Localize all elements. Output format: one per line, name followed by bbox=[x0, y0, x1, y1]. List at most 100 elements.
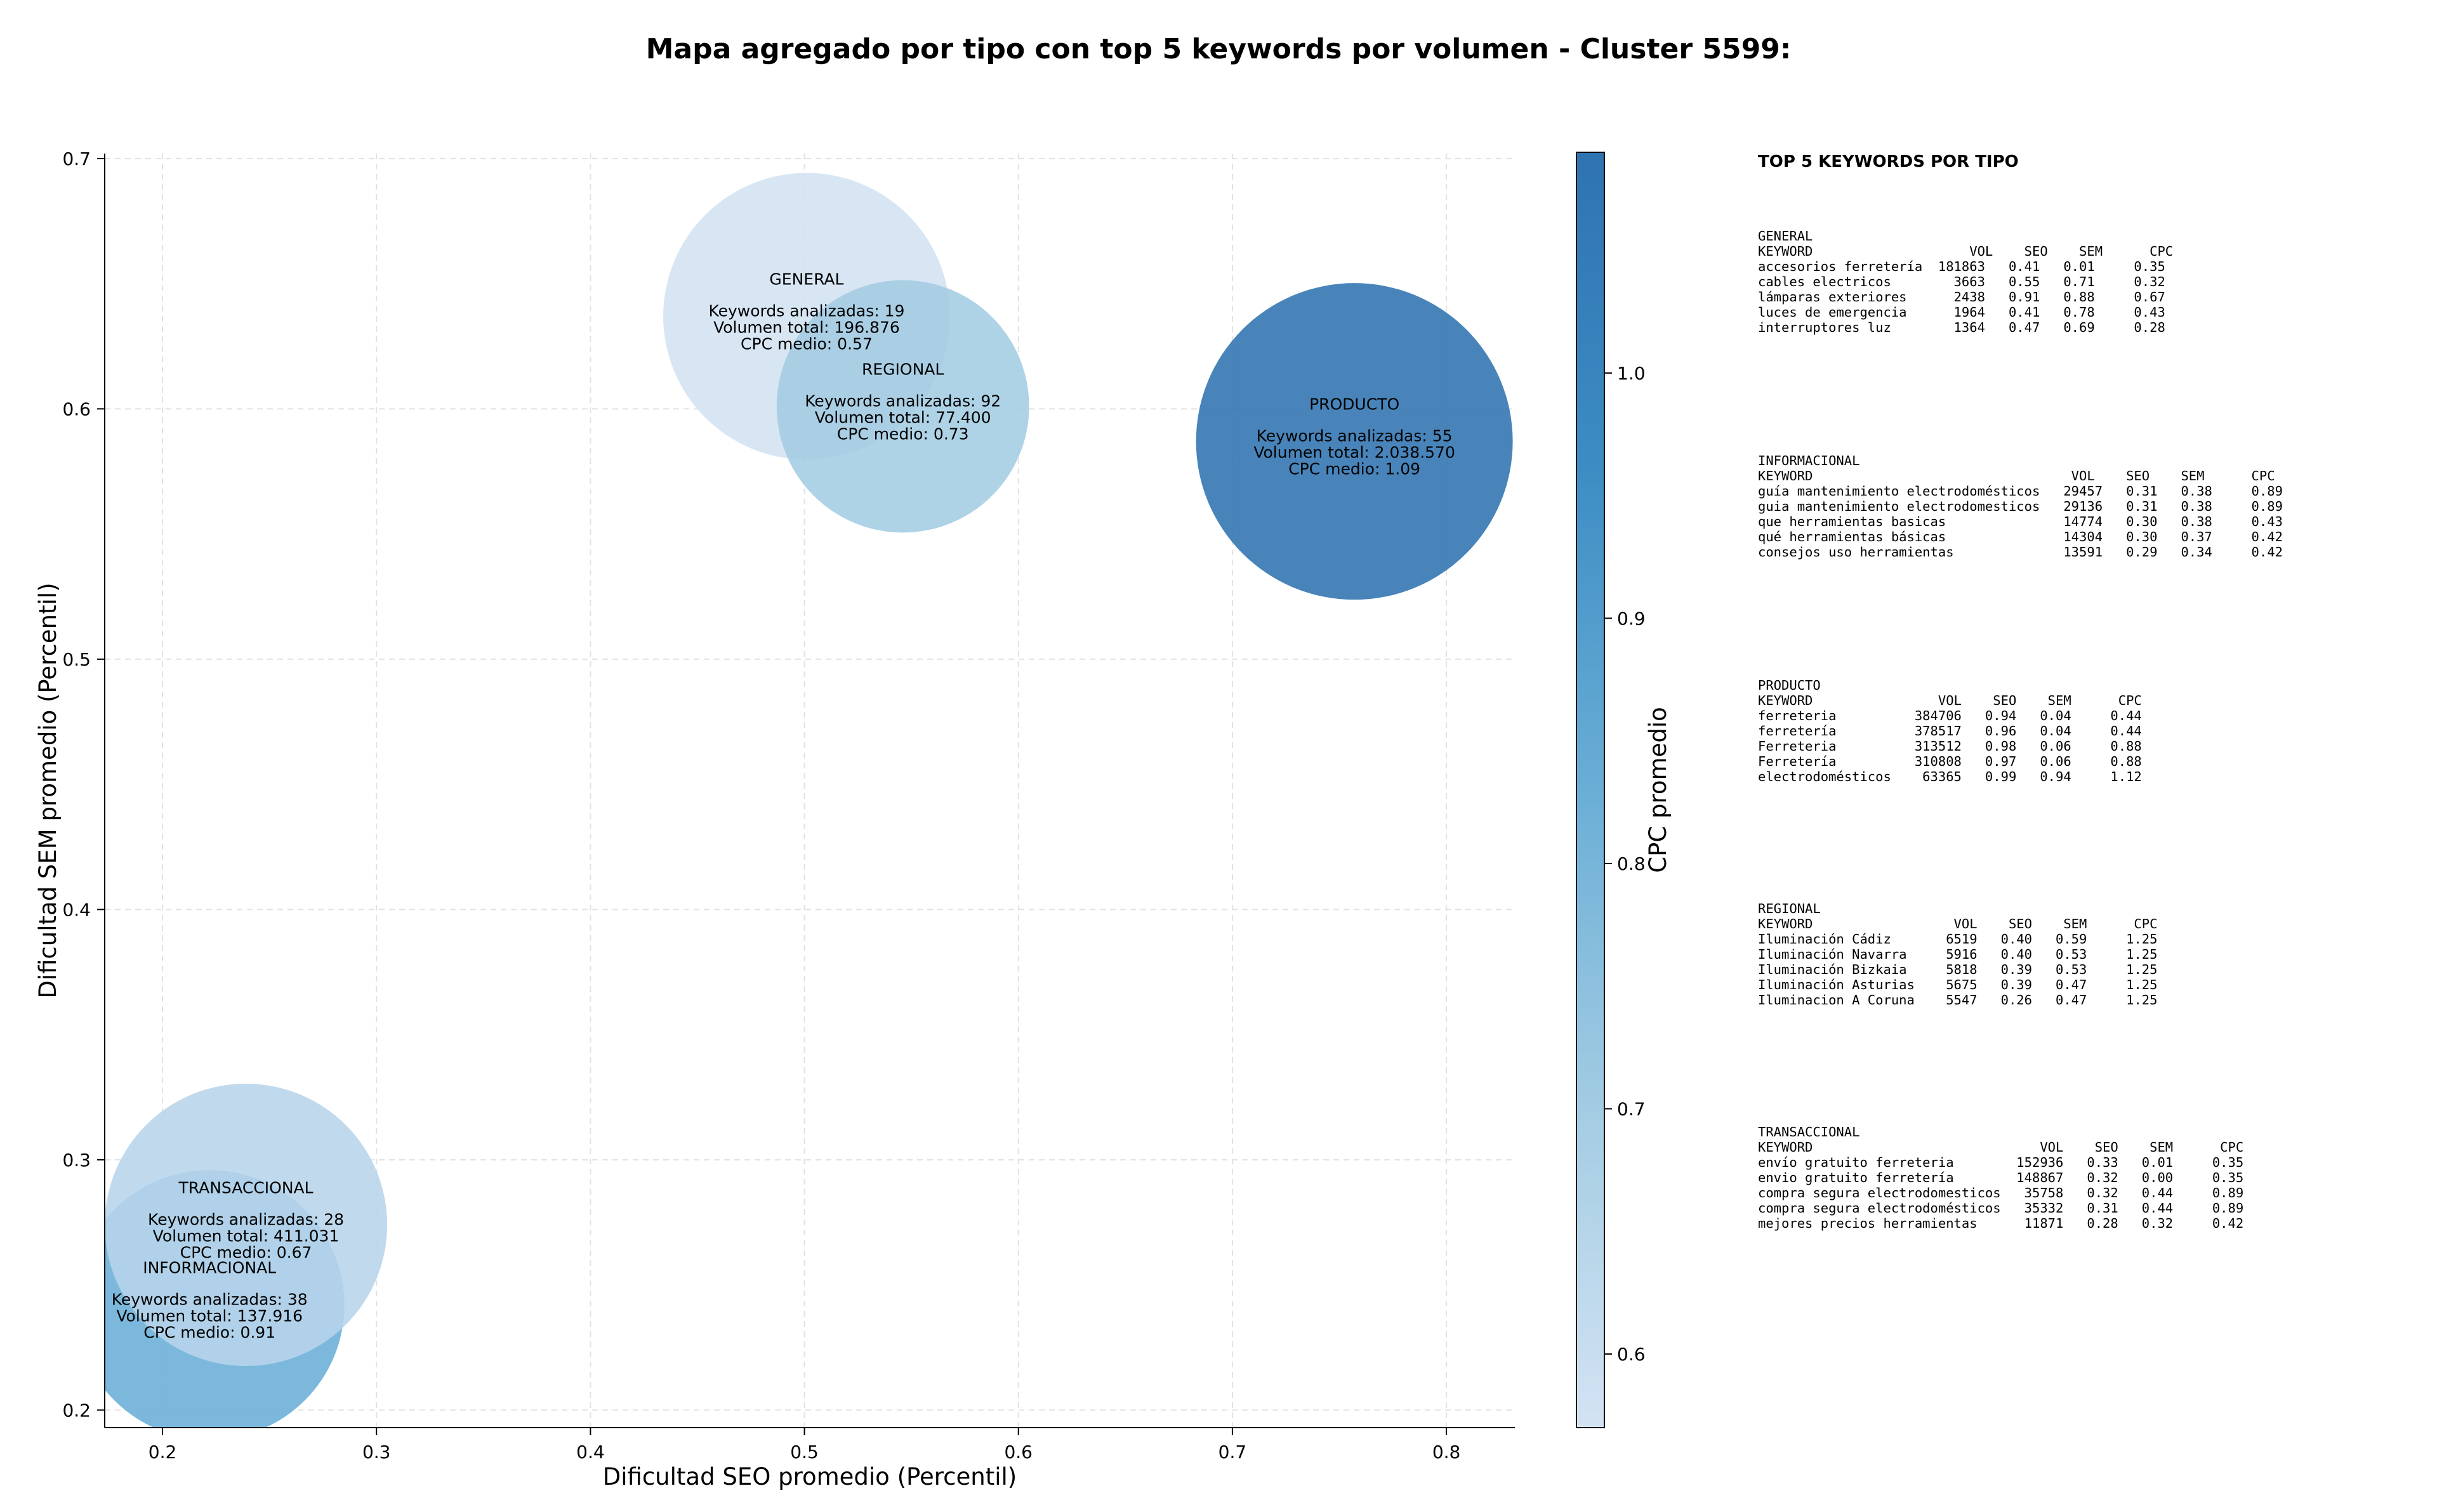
block-header: KEYWORD VOL SEO SEM CPC bbox=[1758, 244, 2174, 259]
bubble-regional bbox=[776, 280, 1029, 533]
block-title: INFORMACIONAL bbox=[1758, 453, 1860, 468]
bubble-label-informacional: INFORMACIONAL Keywords analizadas: 38Volu… bbox=[112, 1259, 308, 1342]
block-title: REGIONAL bbox=[1758, 901, 1821, 916]
bubble-name: GENERAL bbox=[769, 270, 843, 288]
bubble-stat: CPC medio: 0.73 bbox=[837, 424, 969, 443]
table-row: Iluminación Asturias 5675 0.39 0.47 1.25 bbox=[1758, 977, 2158, 992]
colorbar-tick-label: 0.7 bbox=[1617, 1099, 1646, 1120]
x-tick-label: 0.6 bbox=[1004, 1442, 1033, 1463]
bubble-name: TRANSACCIONAL bbox=[178, 1178, 313, 1197]
bubble-stat: Keywords analizadas: 19 bbox=[708, 301, 904, 320]
block-header: KEYWORD VOL SEO SEM CPC bbox=[1758, 1140, 2244, 1155]
x-tick-label: 0.5 bbox=[790, 1442, 819, 1463]
colorbar-tick-label: 1.0 bbox=[1617, 363, 1646, 384]
x-ticks: 0.2 0.3 0.4 0.5 0.6 0.7 0.8 bbox=[149, 1428, 1461, 1463]
x-axis-label: Dificultad SEO promedio (Percentil) bbox=[603, 1463, 1017, 1490]
table-row: envío gratuito ferreteria 152936 0.33 0.… bbox=[1758, 1155, 2244, 1170]
table-row: ferretería 378517 0.96 0.04 0.44 bbox=[1758, 723, 2142, 739]
chart-title: Mapa agregado por tipo con top 5 keyword… bbox=[645, 33, 1792, 65]
x-tick-label: 0.2 bbox=[149, 1442, 177, 1463]
keywords-block-informacional: INFORMACIONAL KEYWORD VOL SEO SEM CPC gu… bbox=[1758, 453, 2283, 560]
colorbar-ticks: 0.6 0.7 0.8 0.9 1.0 bbox=[1604, 363, 1646, 1365]
keywords-block-regional: REGIONAL KEYWORD VOL SEO SEM CPC Ilumina… bbox=[1758, 901, 2157, 1008]
bubble-stat: Keywords analizadas: 28 bbox=[148, 1210, 344, 1228]
colorbar-tick-label: 0.6 bbox=[1617, 1344, 1646, 1365]
bubble-stat: CPC medio: 0.57 bbox=[741, 334, 873, 353]
x-tick-label: 0.7 bbox=[1218, 1442, 1247, 1463]
table-row: Iluminación Bizkaia 5818 0.39 0.53 1.25 bbox=[1758, 962, 2158, 977]
block-title: GENERAL bbox=[1758, 228, 1813, 244]
y-ticks: 0.2 0.3 0.4 0.5 0.6 0.7 bbox=[62, 148, 105, 1421]
bubble-stat: Volumen total: 77.400 bbox=[815, 408, 991, 426]
table-row: que herramientas basicas 14774 0.30 0.38… bbox=[1758, 514, 2283, 529]
table-row: qué herramientas básicas 14304 0.30 0.37… bbox=[1758, 529, 2283, 544]
bubble-stat: Volumen total: 137.916 bbox=[116, 1307, 303, 1325]
table-row: Iluminación Navarra 5916 0.40 0.53 1.25 bbox=[1758, 947, 2158, 962]
x-tick-label: 0.4 bbox=[576, 1442, 605, 1463]
bubble-producto bbox=[1196, 283, 1513, 600]
table-row: lámparas exteriores 2438 0.91 0.88 0.67 bbox=[1758, 289, 2165, 305]
keywords-panel-heading: TOP 5 KEYWORDS POR TIPO bbox=[1758, 152, 2019, 171]
table-row: Iluminación Cádiz 6519 0.40 0.59 1.25 bbox=[1758, 931, 2158, 947]
table-row: mejores precios herramientas 11871 0.28 … bbox=[1758, 1216, 2244, 1231]
table-row: electrodomésticos 63365 0.99 0.94 1.12 bbox=[1758, 769, 2142, 784]
y-tick-label: 0.2 bbox=[62, 1400, 91, 1421]
colorbar: 0.6 0.7 0.8 0.9 1.0 CPC promedio bbox=[1576, 152, 1672, 1428]
bubble-label-transaccional: TRANSACCIONAL Keywords analizadas: 28Volu… bbox=[148, 1178, 344, 1261]
block-title: TRANSACCIONAL bbox=[1758, 1124, 1860, 1140]
bubble-stat: CPC medio: 0.91 bbox=[143, 1324, 275, 1342]
bubble-stat: Keywords analizadas: 92 bbox=[805, 391, 1001, 410]
table-row: cables electricos 3663 0.55 0.71 0.32 bbox=[1758, 274, 2165, 289]
bubble-stat: CPC medio: 0.67 bbox=[180, 1243, 312, 1261]
y-tick-label: 0.7 bbox=[62, 148, 91, 169]
table-row: consejos uso herramientas 13591 0.29 0.3… bbox=[1758, 544, 2283, 560]
bubble-stat: Volumen total: 2.038.570 bbox=[1253, 444, 1455, 462]
table-row: interruptores luz 1364 0.47 0.69 0.28 bbox=[1758, 320, 2165, 335]
block-header: KEYWORD VOL SEO SEM CPC bbox=[1758, 693, 2142, 708]
bubble-name: PRODUCTO bbox=[1309, 395, 1399, 414]
colorbar-gradient bbox=[1576, 152, 1605, 1428]
colorbar-tick-label: 0.9 bbox=[1617, 608, 1646, 629]
bubble-name: INFORMACIONAL bbox=[143, 1259, 276, 1277]
x-tick-label: 0.3 bbox=[362, 1442, 391, 1463]
block-header: KEYWORD VOL SEO SEM CPC bbox=[1758, 916, 2158, 931]
table-row: accesorios ferretería 181863 0.41 0.01 0… bbox=[1758, 259, 2165, 274]
bubble-stat: CPC medio: 1.09 bbox=[1288, 460, 1420, 478]
bubble-name: REGIONAL bbox=[862, 360, 944, 378]
keywords-block-producto: PRODUCTO KEYWORD VOL SEO SEM CPC ferrete… bbox=[1758, 678, 2142, 784]
y-tick-label: 0.5 bbox=[62, 649, 91, 670]
block-header: KEYWORD VOL SEO SEM CPC bbox=[1758, 468, 2275, 483]
keywords-block-general: GENERAL KEYWORD VOL SEO SEM CPC accesori… bbox=[1758, 228, 2173, 335]
y-tick-label: 0.3 bbox=[62, 1150, 91, 1171]
y-tick-label: 0.6 bbox=[62, 398, 91, 419]
table-row: compra segura electrodomésticos 35332 0.… bbox=[1758, 1200, 2244, 1216]
bubble-stat: Volumen total: 196.876 bbox=[713, 318, 900, 336]
keywords-block-transaccional: TRANSACCIONAL KEYWORD VOL SEO SEM CPC en… bbox=[1758, 1124, 2243, 1231]
bubble-stat: Keywords analizadas: 38 bbox=[112, 1291, 308, 1309]
bubbles bbox=[105, 173, 1513, 1428]
table-row: envio gratuito ferretería 148867 0.32 0.… bbox=[1758, 1170, 2244, 1185]
table-row: Ferretería 310808 0.97 0.06 0.88 bbox=[1758, 754, 2142, 769]
colorbar-tick-label: 0.8 bbox=[1617, 853, 1646, 874]
table-row: luces de emergencia 1964 0.41 0.78 0.43 bbox=[1758, 305, 2165, 320]
colorbar-label: CPC promedio bbox=[1644, 707, 1672, 872]
y-tick-label: 0.4 bbox=[62, 899, 91, 920]
y-axis-label: Dificultad SEM promedio (Percentil) bbox=[34, 582, 62, 998]
bubble-stat: Volumen total: 411.031 bbox=[153, 1226, 340, 1245]
table-row: Iluminacion A Coruna 5547 0.26 0.47 1.25 bbox=[1758, 992, 2158, 1008]
axes bbox=[104, 154, 1515, 1428]
bubble-transaccional bbox=[105, 1083, 388, 1366]
table-row: guia mantenimiento electrodomesticos 291… bbox=[1758, 499, 2283, 514]
table-row: ferreteria 384706 0.94 0.04 0.44 bbox=[1758, 708, 2142, 723]
table-row: guía mantenimiento electrodomésticos 294… bbox=[1758, 483, 2283, 499]
table-row: compra segura electrodomesticos 35758 0.… bbox=[1758, 1185, 2244, 1200]
x-tick-label: 0.8 bbox=[1432, 1442, 1461, 1463]
block-title: PRODUCTO bbox=[1758, 678, 1821, 693]
table-row: Ferreteria 313512 0.98 0.06 0.88 bbox=[1758, 739, 2142, 754]
bubble-stat: Keywords analizadas: 55 bbox=[1257, 427, 1453, 445]
